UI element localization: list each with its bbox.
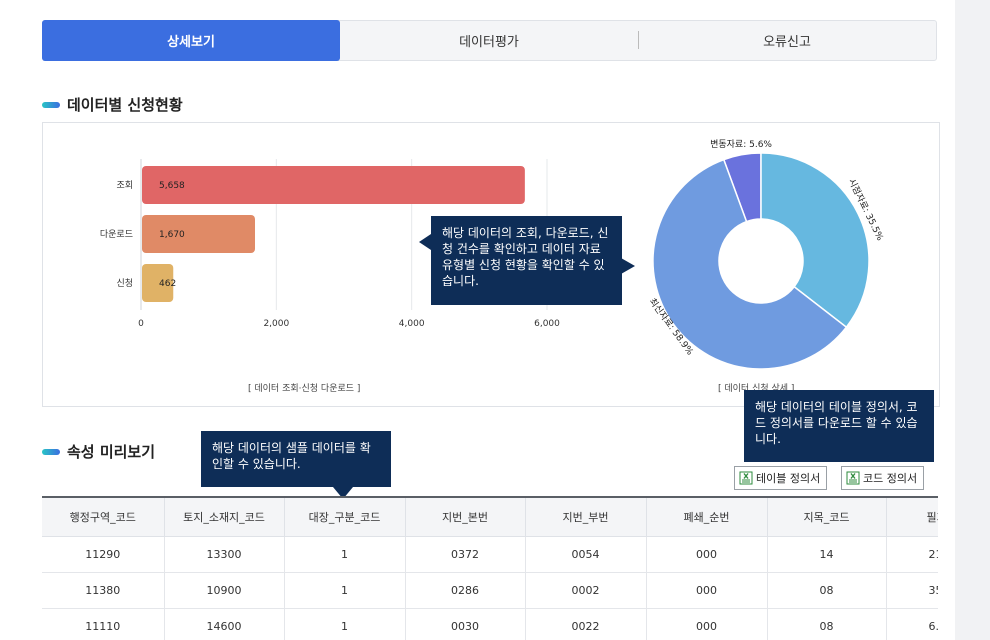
button-label: 테이블 정의서 — [756, 472, 821, 485]
bar-x-tick-label: 4,000 — [399, 319, 425, 329]
bar-chart-caption: [ 데이터 조회·신청 다운로드 ] — [248, 384, 361, 394]
tab-data-evaluation[interactable]: 데이터평가 — [340, 21, 638, 60]
table-row: 11290 13300 1 0372 0054 000 14 21 — [42, 536, 938, 573]
table-cell: 0030 — [405, 608, 526, 640]
button-label: 코드 정의서 — [863, 472, 918, 485]
section-title-text: 데이터별 신청현황 — [67, 96, 183, 114]
tab-error-report[interactable]: 오류신고 — [638, 21, 936, 60]
table-cell: 21 — [886, 536, 938, 573]
docs-help-tooltip: 해당 데이터의 테이블 정의서, 코드 정의서를 다운로드 할 수 있습니다. — [744, 390, 934, 462]
pie-slice-1 — [760, 152, 870, 329]
bar-value-label: 1,670 — [159, 230, 185, 240]
bar-0 — [142, 166, 525, 204]
column-header: 토지_소재지_코드 — [164, 496, 285, 537]
column-header: 폐쇄_순번 — [646, 496, 768, 537]
table-cell: 14600 — [164, 608, 285, 640]
bar-category-label: 조회 — [116, 180, 133, 191]
pie-slice-label: 변동자료: 5.6% — [710, 139, 772, 150]
table-cell: 11290 — [42, 536, 165, 573]
tab-divider — [638, 31, 639, 49]
table-row: 11110 14600 1 0030 0022 000 08 6. — [42, 608, 938, 640]
detail-tabs: 상세보기 데이터평가 오류신고 — [42, 20, 937, 61]
tab-label: 데이터평가 — [459, 35, 519, 50]
column-header: 대장_구분_코드 — [284, 496, 406, 537]
table-cell: 0054 — [525, 536, 647, 573]
chart-help-tooltip-pointer — [621, 258, 635, 274]
column-header: 필지 — [886, 496, 938, 537]
table-definition-download-button[interactable]: 테이블 정의서 — [734, 466, 828, 490]
table-cell: 6. — [886, 608, 938, 640]
table-cell: 08 — [767, 608, 887, 640]
table-cell: 000 — [646, 536, 768, 573]
chart-help-tooltip: 해당 데이터의 조회, 다운로드, 신청 건수를 확인하고 데이터 자료 유형별… — [419, 216, 622, 305]
attribute-preview-table: 행정구역_코드 토지_소재지_코드 대장_구분_코드 지번_본번 지번_부번 폐… — [42, 496, 938, 640]
table-header-row: 행정구역_코드 토지_소재지_코드 대장_구분_코드 지번_본번 지번_부번 폐… — [42, 496, 938, 537]
column-header: 행정구역_코드 — [42, 496, 165, 537]
table-row: 11380 10900 1 0286 0002 000 08 35 — [42, 572, 938, 609]
pie-chart-caption: [ 데이터 신청 상세 ] — [718, 384, 795, 394]
table-cell: 11110 — [42, 608, 165, 640]
bar-category-label: 다운로드 — [100, 229, 133, 240]
code-definition-download-button[interactable]: 코드 정의서 — [841, 466, 925, 490]
column-header: 지번_본번 — [405, 496, 526, 537]
table-cell: 0372 — [405, 536, 526, 573]
table-cell: 0022 — [525, 608, 647, 640]
section-title-text: 속성 미리보기 — [67, 443, 156, 461]
bar-value-label: 5,658 — [159, 181, 185, 191]
table-cell: 1 — [284, 536, 406, 573]
table-cell: 35 — [886, 572, 938, 609]
bar-x-tick-label: 0 — [138, 319, 144, 329]
table-cell: 0286 — [405, 572, 526, 609]
chart-panel: 0 2,000 4,000 6,000 조회 5,658 다운로드 1,670 신청 462 변동자… — [42, 122, 940, 407]
charts-canvas: 0 2,000 4,000 6,000 조회 5,658 다운로드 1,670 신청 462 변동자… — [100, 139, 887, 370]
column-header: 지목_코드 — [767, 496, 887, 537]
bar-category-label: 신청 — [116, 278, 133, 289]
table-cell: 11380 — [42, 572, 165, 609]
column-header: 지번_부번 — [525, 496, 647, 537]
sample-help-tooltip: 해당 데이터의 샘플 데이터를 확인할 수 있습니다. — [201, 431, 391, 499]
table-cell: 000 — [646, 572, 768, 609]
tab-detail-view[interactable]: 상세보기 — [42, 20, 340, 61]
excel-file-icon — [739, 471, 753, 485]
right-side-panel — [955, 0, 990, 640]
section-title-application-status: 데이터별 신청현황 — [42, 94, 183, 115]
table-cell: 000 — [646, 608, 768, 640]
table-cell: 13300 — [164, 536, 285, 573]
table-cell: 0002 — [525, 572, 647, 609]
excel-file-icon — [846, 471, 860, 485]
bar-value-label: 462 — [159, 279, 176, 289]
table-cell: 1 — [284, 608, 406, 640]
table-cell: 1 — [284, 572, 406, 609]
section-marker-icon — [42, 101, 60, 108]
bar-1 — [142, 215, 256, 253]
table-cell: 10900 — [164, 572, 285, 609]
table-cell: 08 — [767, 572, 887, 609]
bar-x-tick-label: 6,000 — [534, 319, 560, 329]
section-marker-icon — [42, 448, 60, 455]
section-title-attribute-preview: 속성 미리보기 — [42, 441, 155, 462]
bar-2 — [142, 264, 174, 302]
bar-x-tick-label: 2,000 — [263, 319, 289, 329]
tab-label: 오류신고 — [763, 35, 811, 50]
pie-slice-2 — [652, 158, 848, 370]
table-cell: 14 — [767, 536, 887, 573]
